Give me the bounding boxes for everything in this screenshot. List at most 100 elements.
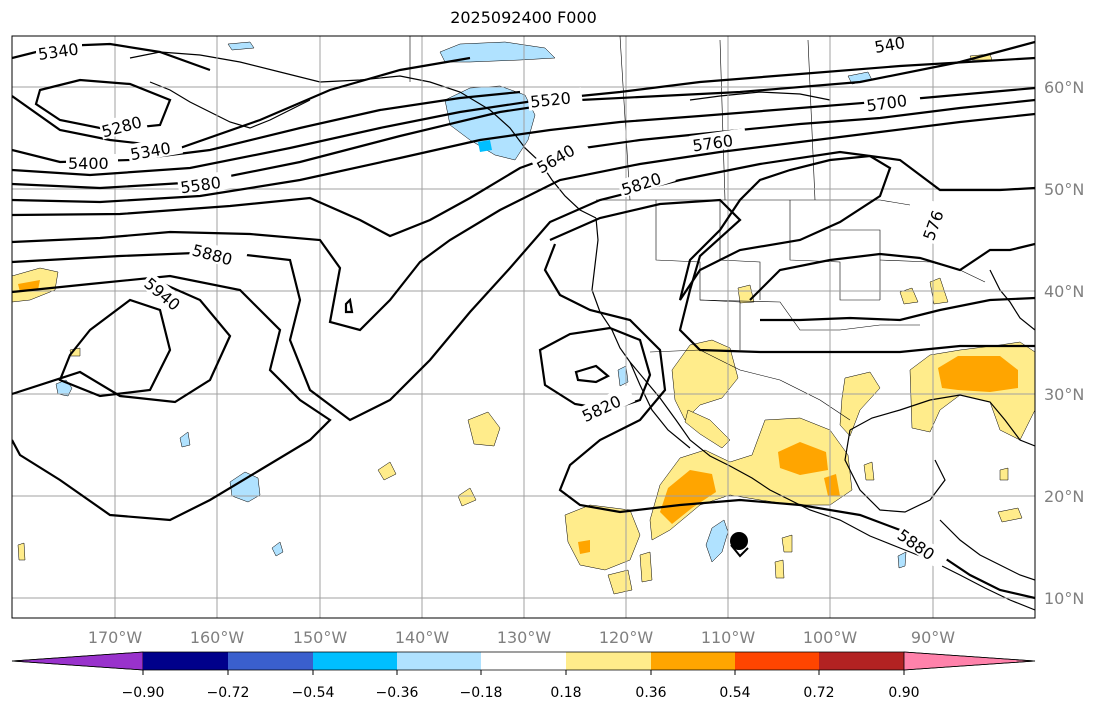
contour-5760 — [12, 150, 1035, 422]
coast-gulf-of-mexico — [849, 394, 1035, 447]
contour-5820-closed — [538, 326, 652, 412]
lon-label-130w: 130°W — [497, 628, 552, 647]
contour-label-5400: 5400 — [68, 154, 109, 173]
shade-orange-mexico-west — [660, 470, 716, 524]
shade-yellow-small-1 — [467, 411, 501, 447]
border-canada-provinces — [619, 36, 816, 201]
border-states-5 — [699, 299, 920, 331]
lon-label-140w: 140°W — [395, 628, 450, 647]
map-frame — [11, 35, 1036, 619]
latitude-axis: 60°N 50°N 40°N 30°N 20°N 10°N — [1044, 78, 1084, 608]
contour-5880-west — [12, 276, 232, 404]
colorbar-label-3: −0.54 — [292, 685, 335, 701]
contour-5280-low — [34, 78, 172, 132]
lat-label-50n: 50°N — [1044, 180, 1084, 199]
colorbar-label-9: 0.72 — [803, 685, 834, 701]
border-us-canada — [596, 199, 911, 206]
lat-label-40n: 40°N — [1044, 282, 1084, 301]
coast-east — [989, 269, 1035, 331]
shade-yellow-small-7 — [899, 287, 919, 305]
shade-yellow-small-12 — [863, 461, 875, 481]
colorbar-segment-4 — [397, 652, 481, 670]
coast-yucatan — [844, 429, 946, 513]
shade-yellow-small-3 — [457, 487, 477, 507]
shade-blue-small-7 — [897, 551, 907, 569]
contour-5880-east — [678, 154, 892, 301]
contour-5460 — [12, 56, 1035, 177]
shade-blue-top — [439, 41, 556, 63]
shade-yellow-baja — [684, 409, 731, 449]
lat-label-30n: 30°N — [1044, 385, 1084, 404]
colorbar-label-1: −0.90 — [122, 685, 165, 701]
contour-5880-ne — [749, 242, 1035, 301]
longitude-axis: 170°W 160°W 150°W 140°W 130°W 120°W 110°… — [88, 628, 955, 647]
graticule — [12, 36, 1035, 618]
shade-blue-alaska-core — [478, 140, 492, 152]
contour-5700 — [12, 112, 1035, 332]
contour-5940 — [58, 298, 172, 398]
shade-yellow-small-13 — [17, 542, 26, 561]
coast-aleutians — [149, 81, 311, 129]
colorbar-label-2: −0.72 — [207, 685, 250, 701]
lon-label-150w: 150°W — [293, 628, 348, 647]
shade-orange-gulf-coast — [938, 356, 1018, 392]
lat-label-10n: 10°N — [1044, 589, 1084, 608]
contour-label-540-partial: 540 — [873, 33, 906, 57]
contour-5640 — [12, 98, 1035, 238]
colorbar-segment-9 — [819, 652, 904, 670]
lat-label-60n: 60°N — [1044, 78, 1084, 97]
contour-small-1 — [344, 297, 354, 314]
colorbar-extend-left — [11, 651, 144, 671]
contour-5820-east-pacific — [549, 198, 1035, 354]
colorbar-label-4: −0.36 — [376, 685, 419, 701]
coast-hudson — [689, 91, 831, 101]
lon-label-120w: 120°W — [599, 628, 654, 647]
contour-5820 — [12, 274, 332, 522]
tropical-cyclone-symbol — [730, 532, 749, 558]
shade-yellow-east-pacific — [564, 504, 641, 571]
colorbar-label-5: −0.18 — [460, 685, 503, 701]
colorbar-segment-8 — [735, 652, 819, 670]
border-states-1 — [655, 200, 741, 350]
colorbar-label-6: 0.18 — [550, 685, 581, 701]
shade-yellow-small-15 — [999, 467, 1009, 481]
shade-yellow-small-2 — [377, 461, 397, 481]
colorbar-extend-right — [903, 651, 1036, 671]
shade-yellow-small-5 — [639, 551, 653, 583]
border-us-mexico — [649, 349, 851, 421]
colorbar-segment-1 — [143, 652, 228, 670]
colorbar-segment-2 — [228, 652, 313, 670]
map-title: 2025092400 F000 — [450, 8, 597, 27]
shade-blue-small-2 — [179, 431, 191, 448]
cyclone-eye — [730, 532, 748, 550]
colorbar-label-10: 0.90 — [888, 685, 919, 701]
shade-yellow-small-11 — [781, 534, 793, 553]
colorbar-segment-7 — [651, 652, 735, 670]
shade-yellow-southwest — [671, 339, 739, 421]
colorbar-segment-5 — [481, 652, 566, 670]
cyclone-tail — [730, 544, 749, 558]
shade-orange-east-pacific — [578, 540, 590, 554]
lat-label-20n: 20°N — [1044, 487, 1084, 506]
contour-5880-mid — [760, 296, 1035, 322]
shade-blue-small-3 — [227, 41, 255, 51]
contour-5340 — [12, 56, 471, 150]
lon-label-100w: 100°W — [803, 628, 858, 647]
colorbar-label-7: 0.36 — [635, 685, 666, 701]
colorbar-segment-3 — [313, 652, 397, 670]
shade-yellow-small-9 — [997, 507, 1023, 523]
border-states-3 — [789, 200, 880, 301]
colorbar-segment-6 — [566, 652, 651, 670]
contour-5880-low — [574, 364, 610, 384]
contour-labels: 5340 5280 5400 5340 5580 5520 5640 5760 … — [36, 33, 950, 571]
lon-label-170w: 170°W — [88, 628, 143, 647]
coast-central-america — [939, 519, 1035, 581]
lon-label-160w: 160°W — [190, 628, 245, 647]
lon-label-90w: 90°W — [911, 628, 955, 647]
shade-orange-mexico-east — [778, 442, 828, 475]
shade-orange-mexico-gulf — [824, 474, 840, 496]
colorbar-ticks — [142, 670, 905, 675]
colorbar: −0.90 −0.72 −0.54 −0.36 −0.18 0.18 0.36 … — [11, 651, 1036, 701]
colorbar-label-8: 0.54 — [719, 685, 750, 701]
